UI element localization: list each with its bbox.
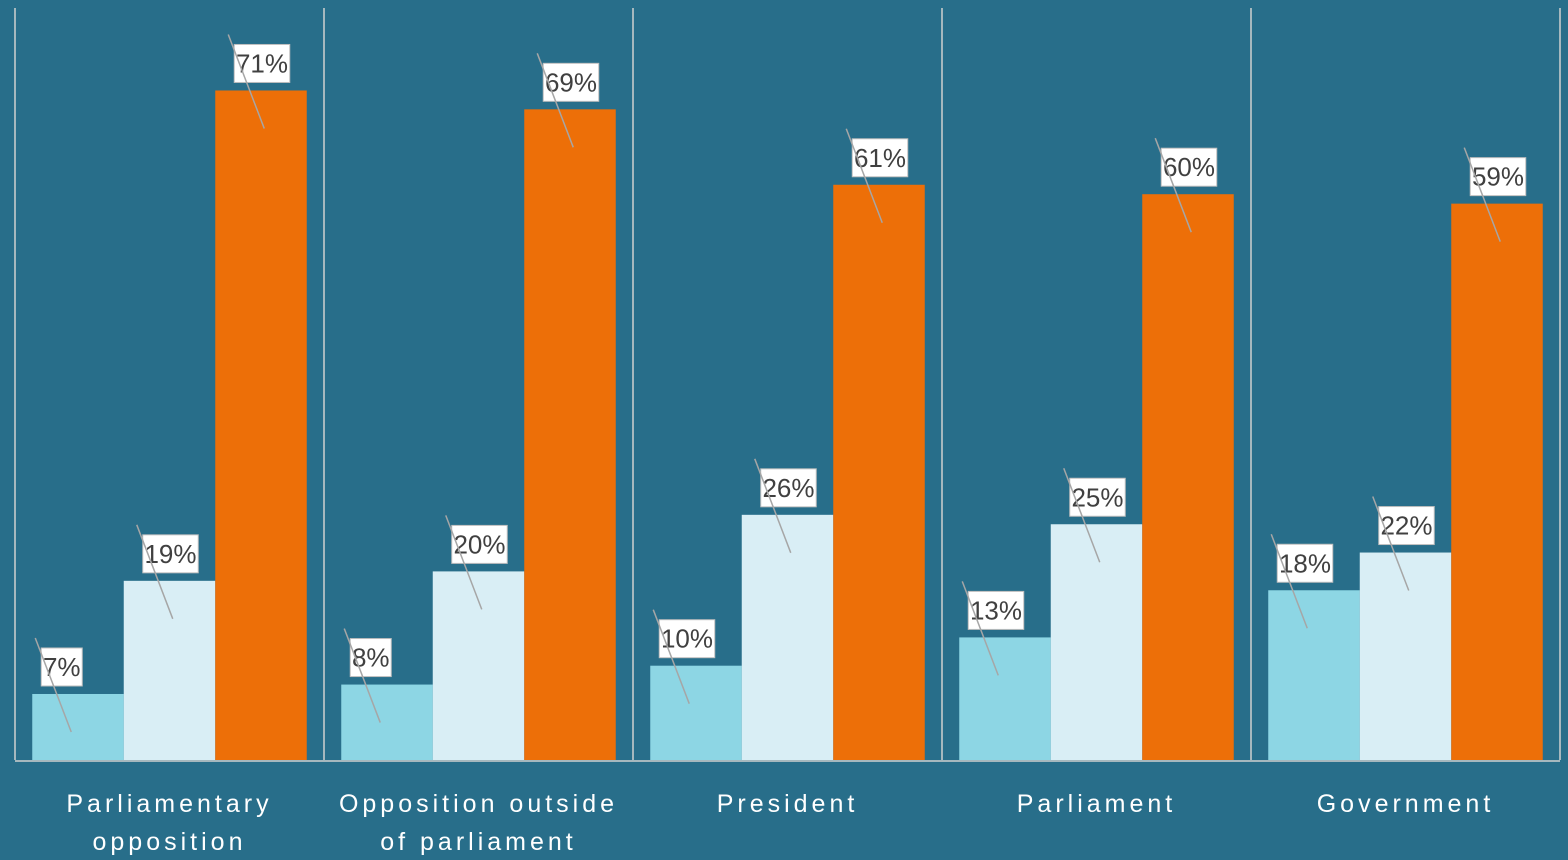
leader-line xyxy=(1372,496,1410,591)
x-tick-label: Parliament xyxy=(1017,790,1177,818)
data-label: 69% xyxy=(545,67,597,97)
bar xyxy=(524,109,616,760)
data-label-box xyxy=(40,647,83,687)
leader-line xyxy=(536,53,574,148)
bar xyxy=(1451,203,1543,760)
leader-line xyxy=(652,609,690,704)
data-label: 25% xyxy=(1071,482,1123,512)
x-tick-label: President xyxy=(717,790,859,818)
data-label: 22% xyxy=(1380,511,1432,541)
bars xyxy=(32,90,1543,761)
x-tick-label: opposition xyxy=(93,828,247,856)
data-label: 61% xyxy=(854,143,906,173)
x-axis: Parliamentary opposition Opposition outsid… xyxy=(15,760,1560,856)
data-labels: 7% 8% 10% 13% 18% 19% 20% 26% 25% 22% 71% 69% 61% 60%… xyxy=(34,34,1527,733)
data-label: 20% xyxy=(453,529,505,559)
bar xyxy=(959,637,1051,760)
leader-line xyxy=(445,515,483,610)
bar xyxy=(833,184,925,760)
data-label: 8% xyxy=(352,643,390,673)
leader-line xyxy=(34,637,72,733)
bar xyxy=(341,684,433,760)
leader-line xyxy=(227,34,265,129)
bar xyxy=(650,665,742,760)
bar xyxy=(215,90,307,761)
leader-line xyxy=(845,128,883,224)
bar xyxy=(1050,524,1143,760)
bar xyxy=(1142,194,1234,760)
leader-line xyxy=(961,581,999,676)
leader-line xyxy=(1270,533,1308,629)
data-label: 18% xyxy=(1279,548,1331,578)
data-label: 19% xyxy=(144,539,196,569)
data-label: 59% xyxy=(1472,162,1524,192)
x-tick-label: Parliamentary xyxy=(66,790,272,818)
bar xyxy=(123,580,216,760)
leader-line xyxy=(1154,137,1192,233)
leader-line xyxy=(343,628,381,723)
data-label-box xyxy=(349,638,392,678)
leader-line xyxy=(754,458,792,554)
x-tick-label: Government xyxy=(1317,790,1495,818)
bar xyxy=(741,514,834,760)
category-dividers xyxy=(14,8,1561,760)
x-tick-label: of parliament xyxy=(380,828,577,856)
data-label: 13% xyxy=(970,595,1022,625)
leader-line xyxy=(1463,147,1501,242)
data-label: 7% xyxy=(43,652,81,682)
x-tick-label: Opposition outside xyxy=(339,790,618,818)
leader-line xyxy=(1063,467,1101,563)
bar xyxy=(1268,590,1360,760)
data-label: 26% xyxy=(762,473,814,503)
data-label: 60% xyxy=(1163,152,1215,182)
data-label: 10% xyxy=(661,624,713,654)
leader-line xyxy=(136,524,174,620)
bar xyxy=(32,693,124,760)
bar xyxy=(1359,552,1452,760)
data-label: 71% xyxy=(236,48,288,78)
